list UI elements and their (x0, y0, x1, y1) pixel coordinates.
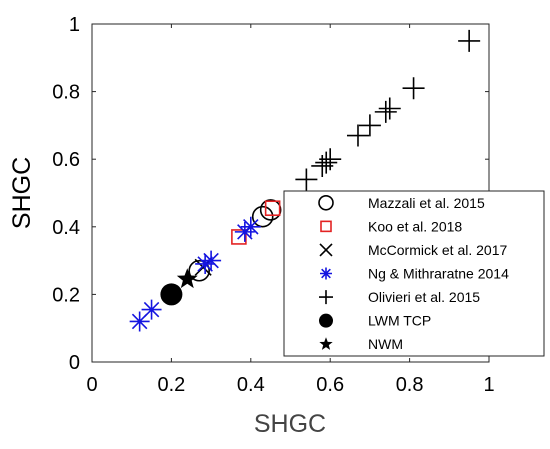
y-tick-label: 0.6 (52, 149, 80, 171)
y-axis-label: SHGC (8, 157, 36, 229)
legend-label: Koo et al. 2018 (368, 218, 462, 234)
legend-marker (318, 194, 334, 211)
y-tick-label: 0.4 (52, 217, 80, 239)
x-tick-label: 0.4 (237, 374, 265, 396)
y-tick-label: 0 (69, 352, 80, 374)
data-point (194, 258, 212, 276)
data-point (346, 124, 369, 147)
x-tick-label: 0.6 (316, 374, 344, 396)
legend-label: Mazzali et al. 2015 (368, 195, 485, 211)
data-point (195, 253, 216, 274)
legend-label: LWM TCP (368, 313, 431, 329)
legend-marker (319, 243, 333, 257)
legend-label: Ng & Mithraratne 2014 (368, 266, 509, 282)
data-point (358, 114, 381, 137)
y-tick-label: 0.2 (52, 284, 80, 306)
data-point (141, 299, 162, 320)
data-point (378, 97, 401, 120)
legend-label: McCormick et al. 2017 (368, 242, 507, 258)
data-point (160, 283, 183, 306)
legend-marker (319, 290, 333, 305)
x-tick-label: 0 (86, 374, 97, 396)
data-point (315, 151, 338, 174)
data-point (231, 229, 247, 245)
data-point (402, 77, 425, 100)
data-point (240, 216, 261, 237)
legend-label: Olivieri et al. 2015 (368, 289, 480, 305)
legend-label: NWM (368, 336, 403, 352)
data-point (129, 311, 150, 332)
data-point (374, 100, 397, 123)
x-axis-label: SHGC (254, 410, 326, 438)
y-tick-label: 1 (69, 14, 80, 36)
x-tick-label: 1 (483, 374, 494, 396)
legend-marker (320, 220, 332, 233)
x-tick-label: 0.8 (396, 374, 424, 396)
legend-marker (320, 267, 332, 280)
data-point (319, 148, 342, 171)
legend-marker (319, 313, 333, 328)
data-point (259, 199, 282, 221)
data-point (176, 268, 198, 289)
data-point (188, 259, 210, 282)
y-tick-label: 0.8 (52, 82, 80, 104)
x-tick-label: 0.2 (157, 374, 185, 396)
data-point (201, 250, 222, 271)
data-point (251, 205, 274, 228)
legend-marker (319, 337, 333, 350)
data-point (295, 168, 318, 191)
data-point (458, 29, 481, 52)
data-point (264, 200, 281, 217)
